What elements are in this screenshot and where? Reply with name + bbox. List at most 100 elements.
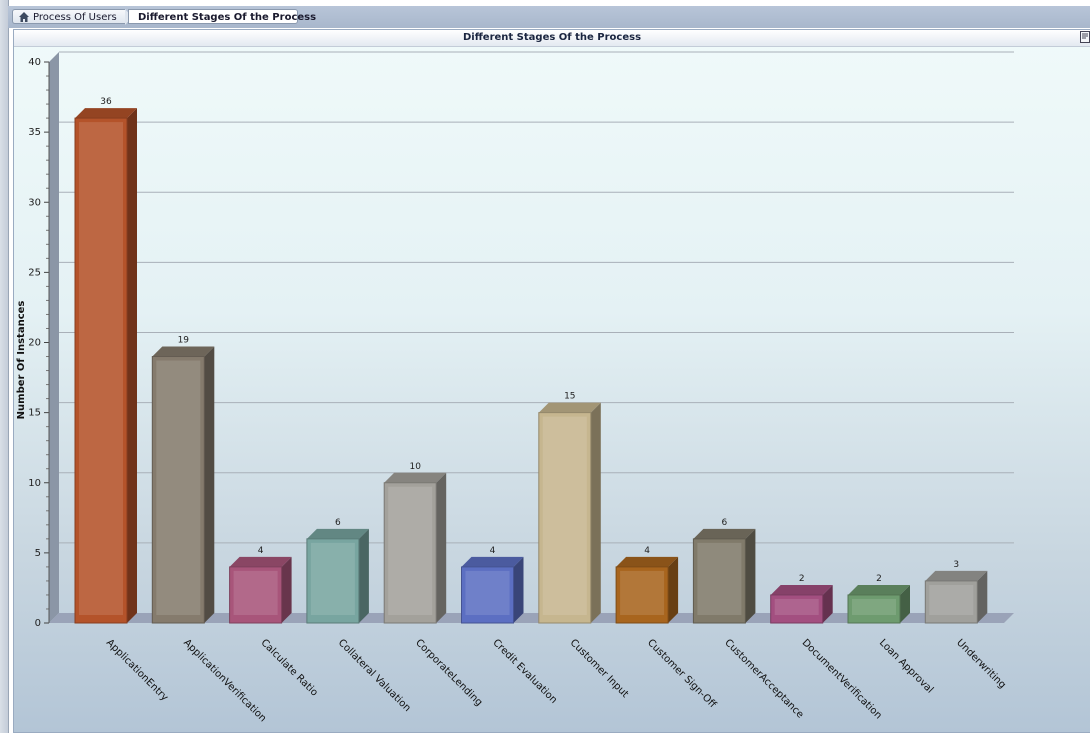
bar-top xyxy=(306,528,369,539)
bar-front xyxy=(229,566,283,624)
bar-side xyxy=(281,556,292,623)
bar[interactable] xyxy=(229,556,292,624)
bar-top xyxy=(538,402,601,413)
x-tick-label: Loan Approval xyxy=(877,637,935,695)
bar-value-label: 4 xyxy=(490,546,496,556)
bar-value-label: 10 xyxy=(409,462,421,472)
bar[interactable] xyxy=(847,584,910,624)
bar-front xyxy=(151,356,205,624)
bar-side xyxy=(204,346,215,623)
bar-value-label: 2 xyxy=(876,574,882,584)
bar-value-label: 36 xyxy=(100,97,112,107)
bar-side xyxy=(127,108,137,624)
bar-value-label: 4 xyxy=(644,546,650,556)
bar[interactable] xyxy=(306,528,369,624)
bar-front xyxy=(306,538,360,624)
y-axis-title: Number Of Instances xyxy=(16,301,27,420)
chart-panel: Different Stages Of the Process 0 5 10 15 20… xyxy=(13,29,1090,733)
x-tick-label: CustomerAcceptance xyxy=(722,637,805,720)
bar-highlight xyxy=(310,542,355,615)
bar-highlight xyxy=(852,598,896,615)
x-tick-label: Customer Input xyxy=(568,637,631,700)
bar[interactable] xyxy=(615,556,679,624)
bar-value-label: 3 xyxy=(953,560,959,570)
y-tick-label: 35 xyxy=(28,127,41,138)
bar[interactable] xyxy=(538,402,601,624)
home-icon xyxy=(19,12,29,22)
bar-front xyxy=(847,594,901,624)
bar-value-label: 6 xyxy=(335,518,341,528)
x-tick-label: Credit Evaluation xyxy=(490,637,559,706)
y-tick-label: 30 xyxy=(28,197,41,208)
breadcrumb-current-label: Different Stages Of the Process xyxy=(138,12,317,23)
bar-value-label: 6 xyxy=(722,518,728,528)
bar-top xyxy=(616,556,679,567)
x-tick-label: ApplicationVerification xyxy=(181,637,268,724)
bar-front xyxy=(383,482,437,624)
bar-value-label: 4 xyxy=(258,546,264,556)
bar-value-label: 19 xyxy=(178,336,190,346)
y-tick-label: 5 xyxy=(35,548,41,559)
x-tick-label: CorporateLending xyxy=(413,637,484,708)
bar-front xyxy=(770,594,824,624)
x-tick-label: DocumentVerification xyxy=(800,637,884,721)
y-tick-label: 15 xyxy=(28,408,41,419)
bar-top xyxy=(693,528,756,539)
bar-side xyxy=(668,556,679,623)
bar-top xyxy=(229,556,292,567)
breadcrumb-home[interactable]: Process Of Users xyxy=(12,9,125,24)
bar-highlight xyxy=(542,416,587,615)
bar-top xyxy=(152,346,215,357)
bar[interactable] xyxy=(151,346,215,624)
x-tick-label: Collateral Valuation xyxy=(336,637,413,714)
bar[interactable] xyxy=(74,108,137,624)
x-tick-label: Customer Sign-Off xyxy=(645,637,719,711)
breadcrumb-current[interactable]: Different Stages Of the Process xyxy=(128,9,316,24)
bar-highlight xyxy=(388,486,433,615)
panel-header: Different Stages Of the Process xyxy=(14,30,1090,47)
bar-front xyxy=(461,566,514,624)
bar-top xyxy=(848,584,910,595)
breadcrumb: Process Of Users Different Stages Of the… xyxy=(8,6,1090,28)
bar-top xyxy=(770,584,833,595)
bar[interactable] xyxy=(461,556,524,624)
bar-front xyxy=(924,580,978,624)
bar-front xyxy=(692,538,746,624)
bar-side xyxy=(358,528,369,623)
bar-highlight xyxy=(79,122,123,615)
bar-top xyxy=(925,570,988,581)
bar-side xyxy=(513,556,524,623)
bar-side xyxy=(977,570,988,623)
bar-highlight xyxy=(774,598,819,615)
bar-highlight xyxy=(620,570,665,615)
x-tick-label: Calculate Ratio xyxy=(258,637,319,698)
bar-top xyxy=(461,556,524,567)
y-tick-label: 25 xyxy=(28,267,41,278)
bar-highlight xyxy=(156,360,201,615)
left-rail xyxy=(0,0,9,733)
bar-value-label: 2 xyxy=(799,574,805,584)
x-tick-label: ApplicationEntry xyxy=(104,637,170,703)
panel-title: Different Stages Of the Process xyxy=(462,32,642,43)
bar[interactable] xyxy=(924,570,988,624)
bar-highlight xyxy=(233,570,278,615)
bar-value-label: 15 xyxy=(564,392,575,402)
bar-chart: 051015202530354036ApplicationEntry19Appl… xyxy=(16,51,1014,724)
bar-side xyxy=(900,584,910,623)
bar-front xyxy=(615,566,669,624)
bar-front xyxy=(538,412,592,624)
bar-top xyxy=(384,472,447,483)
bar-side xyxy=(745,528,756,623)
bar[interactable] xyxy=(692,528,756,624)
breadcrumb-home-label: Process Of Users xyxy=(33,12,117,23)
y-tick-label: 0 xyxy=(35,618,41,629)
bar[interactable] xyxy=(770,584,833,624)
y-tick-label: 20 xyxy=(28,338,41,349)
y-tick-label: 10 xyxy=(28,478,41,489)
y-tick-label: 40 xyxy=(28,57,41,68)
bar[interactable] xyxy=(383,472,447,624)
bar-side xyxy=(590,402,601,623)
bar-highlight xyxy=(929,584,974,615)
x-tick-label: Underwriting xyxy=(954,637,1008,691)
